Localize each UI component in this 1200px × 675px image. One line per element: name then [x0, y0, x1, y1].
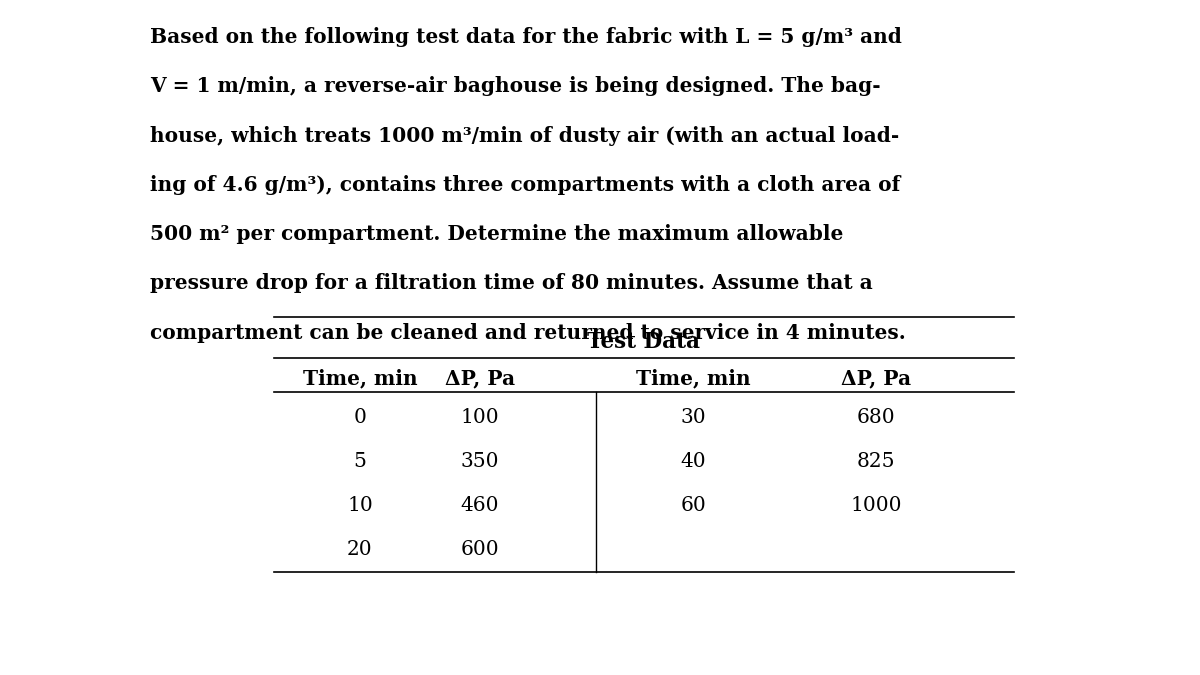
- Text: 100: 100: [461, 408, 499, 427]
- Text: 500 m² per compartment. Determine the maximum allowable: 500 m² per compartment. Determine the ma…: [150, 224, 844, 244]
- Text: 60: 60: [680, 496, 707, 515]
- Text: 0: 0: [354, 408, 366, 427]
- Text: Based on the following test data for the fabric with L = 5 g/m³ and: Based on the following test data for the…: [150, 27, 902, 47]
- Text: house, which treats 1000 m³/min of dusty air (with an actual load-: house, which treats 1000 m³/min of dusty…: [150, 126, 899, 146]
- Text: Test Data: Test Data: [587, 331, 701, 353]
- Text: ing of 4.6 g/m³), contains three compartments with a cloth area of: ing of 4.6 g/m³), contains three compart…: [150, 175, 900, 195]
- Text: 680: 680: [857, 408, 895, 427]
- Text: 825: 825: [857, 452, 895, 471]
- Text: V = 1 m/min, a reverse-air baghouse is being designed. The bag-: V = 1 m/min, a reverse-air baghouse is b…: [150, 76, 881, 97]
- Text: Time, min: Time, min: [636, 368, 751, 388]
- Text: Time, min: Time, min: [302, 368, 418, 388]
- Text: ΔP, Pa: ΔP, Pa: [841, 368, 911, 388]
- Text: 20: 20: [347, 540, 373, 559]
- Text: 10: 10: [347, 496, 373, 515]
- Text: 1000: 1000: [851, 496, 901, 515]
- Text: 460: 460: [461, 496, 499, 515]
- Text: 600: 600: [461, 540, 499, 559]
- Text: 30: 30: [680, 408, 707, 427]
- Text: compartment can be cleaned and returned to service in 4 minutes.: compartment can be cleaned and returned …: [150, 323, 906, 343]
- Text: 40: 40: [680, 452, 707, 471]
- Text: ΔP, Pa: ΔP, Pa: [445, 368, 515, 388]
- Text: 350: 350: [461, 452, 499, 471]
- Text: pressure drop for a filtration time of 80 minutes. Assume that a: pressure drop for a filtration time of 8…: [150, 273, 872, 294]
- Text: 5: 5: [354, 452, 366, 471]
